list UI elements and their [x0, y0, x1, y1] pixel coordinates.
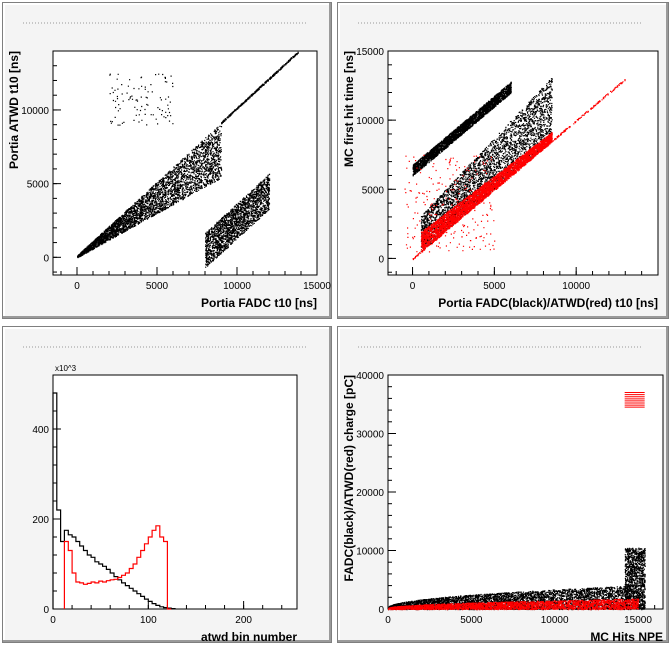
axes: 0 100 200 0 200 400 [32, 374, 283, 626]
y-tick-label: 10000 [356, 547, 384, 558]
x-tick-label: 200 [235, 615, 252, 626]
series-atwd [388, 392, 645, 611]
scatter-points [412, 78, 553, 252]
y-tick-label: 5000 [27, 180, 50, 191]
x-tick-label: 0 [50, 615, 56, 626]
histogram-outline [52, 392, 176, 610]
axes: 0 5000 10000 15000 0 5000 10000 [21, 50, 331, 292]
x-tick-label: 15000 [303, 281, 331, 292]
x-tick-label: 5000 [146, 281, 169, 292]
series-0 [77, 51, 299, 268]
scatter-points [388, 547, 646, 611]
x-tick-label: 0 [385, 615, 391, 626]
x-axis-title: MC Hits NPE [590, 630, 663, 642]
x-tick-label: 10000 [562, 281, 590, 292]
x-tick-label: 5000 [483, 281, 506, 292]
histogram-atwd [63, 525, 172, 610]
y-multiplier: x10^3 [55, 364, 77, 373]
y-tick-label: 0 [378, 254, 384, 265]
chart-atwd-bin-histogram: 0 100 200 0 200 400 atwd bin number x10^3 [23, 346, 308, 644]
x-tick-label: 0 [74, 281, 80, 292]
y-tick-label: 10000 [356, 116, 384, 127]
pad-top-left: 0 5000 10000 15000 0 5000 10000 Portia FADC t10… [2, 2, 332, 319]
chart-mc-first-hit-vs-t10: 0 5000 10000 0 5000 10000 15000 Portia FADC(bla… [342, 22, 659, 310]
pad-bottom-right: 0 5000 10000 15000 0 10000 20000 30000 40000 MC H… [337, 326, 669, 644]
x-tick-label: 5000 [460, 615, 483, 626]
series-atwd [404, 79, 626, 261]
x-axis-title: Portia FADC(black)/ATWD(red) t10 [ns] [438, 296, 658, 310]
scatter-points [388, 598, 640, 611]
chart-charge-vs-npe: 0 5000 10000 15000 0 10000 20000 30000 40000 MC H… [342, 346, 664, 644]
y-tick-label: 40000 [356, 371, 384, 382]
x-tick-label: 10000 [223, 281, 251, 292]
histogram-outline [63, 525, 172, 610]
chart-atwd-vs-fadc: 0 5000 10000 15000 0 5000 10000 Portia FADC t10… [7, 22, 331, 310]
y-tick-label: 5000 [362, 185, 385, 196]
series-fadc [412, 78, 553, 252]
x-tick-label: 100 [140, 615, 157, 626]
scatter-points [404, 79, 626, 261]
series-fadc [388, 547, 646, 611]
y-axis-title: Portia ATWD t10 [ns] [7, 51, 21, 169]
plot-frame [387, 374, 664, 610]
y-tick-label: 200 [32, 515, 49, 526]
y-tick-label: 0 [378, 605, 384, 616]
x-tick-label: 10000 [541, 615, 569, 626]
pad-top-right: 0 5000 10000 0 5000 10000 15000 Portia FADC(bla… [337, 2, 669, 319]
y-tick-label: 20000 [356, 488, 384, 499]
y-tick-label: 15000 [356, 47, 384, 58]
axes: 0 5000 10000 0 5000 10000 15000 [356, 47, 659, 292]
y-tick-label: 0 [43, 605, 49, 616]
y-axis-title: FADC(black)/ATWD(red) charge [pC] [342, 375, 356, 581]
x-axis-title: Portia FADC t10 [ns] [201, 296, 317, 310]
plot-frame [52, 374, 298, 610]
y-tick-label: 30000 [356, 430, 384, 441]
x-tick-label: 0 [410, 281, 416, 292]
y-axis-title: MC first hit time [ns] [342, 51, 356, 167]
y-tick-label: 0 [43, 253, 49, 264]
y-tick-label: 10000 [21, 106, 49, 117]
scatter-points [77, 51, 299, 268]
x-tick-label: 15000 [624, 615, 652, 626]
pad-bottom-left: 0 100 200 0 200 400 atwd bin number x10^3 [2, 326, 332, 644]
y-tick-label: 400 [32, 425, 49, 436]
x-axis-title: atwd bin number [201, 630, 297, 642]
histogram-fadc [52, 392, 176, 610]
